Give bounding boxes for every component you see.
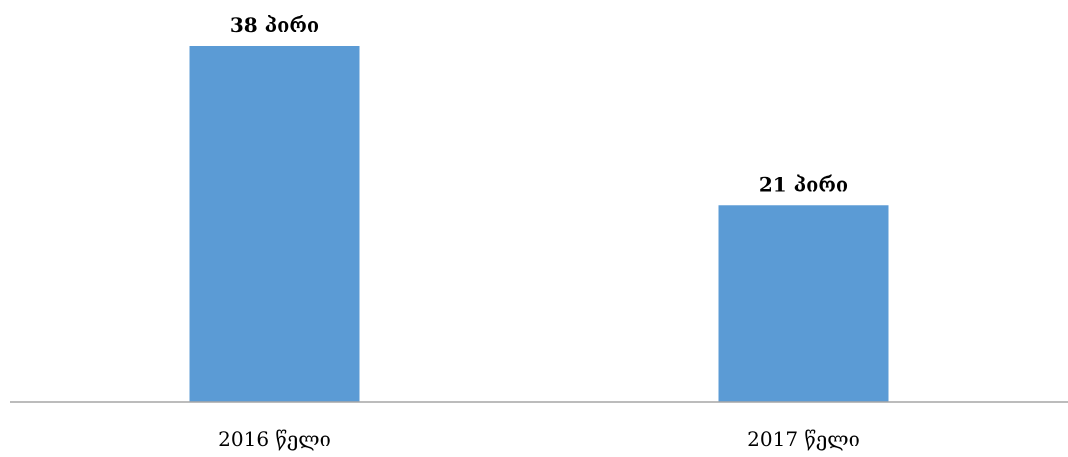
- bars-group: [189, 46, 889, 402]
- bar-2: [718, 205, 889, 402]
- x-tick-label-2: 2017 წელი: [747, 427, 860, 451]
- bar-1: [189, 46, 360, 402]
- data-label-1: 38 პირი: [230, 13, 319, 37]
- x-tick-label-1: 2016 წელი: [218, 427, 331, 451]
- data-label-2: 21 პირი: [759, 172, 848, 196]
- labels-group: 38 პირი 2016 წელი 21 პირი 2017 წელი: [218, 13, 860, 451]
